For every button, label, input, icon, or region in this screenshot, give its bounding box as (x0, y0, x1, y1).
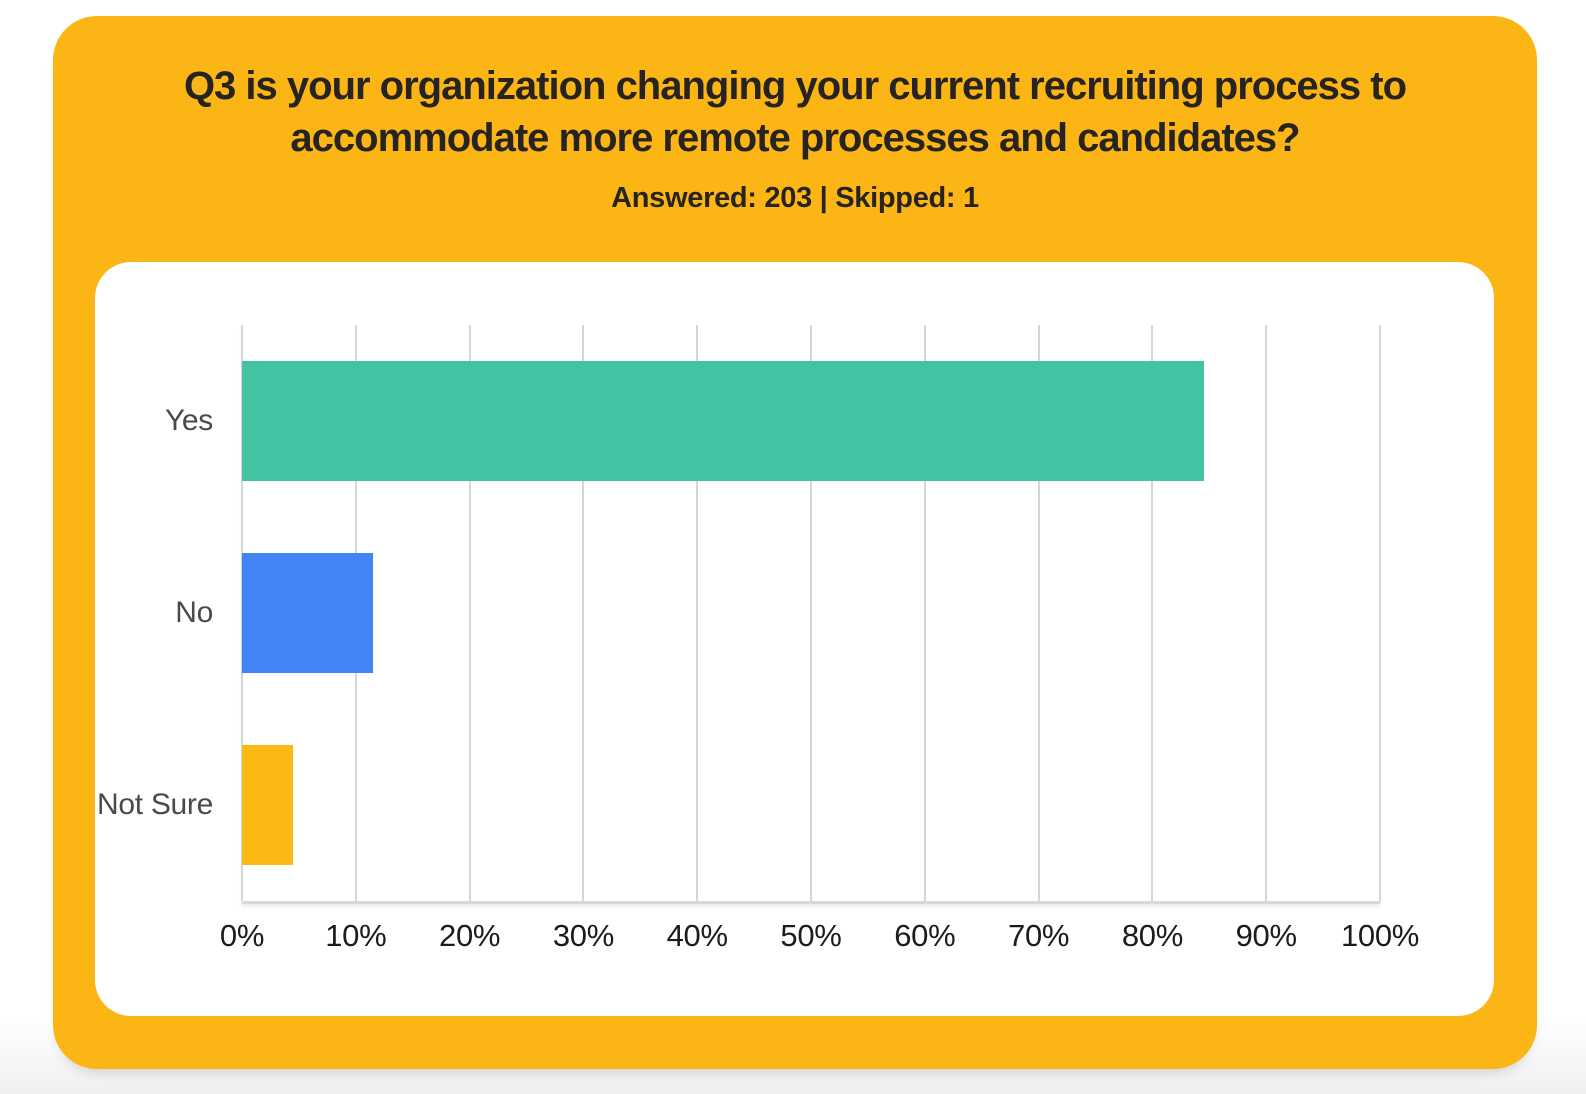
grid-line-40 (696, 325, 699, 901)
x-axis-tick-labels: 0% 10% 20% 30% 40% 50% 60% 70% 80% 90% 100% (220, 918, 1419, 960)
bar-row-no: No (175, 517, 1380, 709)
bar-not-sure (242, 745, 294, 865)
x-tick-label-70-: 70% (1008, 918, 1070, 953)
plot-area: Yes No Not Sure (97, 325, 1381, 904)
grid-line-20 (468, 325, 471, 901)
grid-line-70 (1037, 325, 1040, 901)
answered-skipped-stats: Answered: 203 | Skipped: 1 (611, 182, 979, 214)
bar-row-not-sure: Not Sure (97, 709, 1380, 901)
bar-yes (242, 361, 1204, 481)
x-tick-label-50-: 50% (780, 918, 842, 953)
x-tick-label-10-: 10% (325, 918, 387, 953)
category-label-yes: Yes (164, 404, 213, 437)
x-tick-label-100-: 100% (1340, 918, 1420, 953)
category-label-not-sure: Not Sure (97, 788, 213, 821)
question-title: Q3 is your organization changing your cu… (53, 60, 1537, 164)
bar-chart: Yes No Not Sure 0% 10% 20% 30% 40% 50% 60% 70% 80%… (97, 325, 1419, 960)
grid-line-30 (582, 325, 585, 901)
grid-line-80 (1151, 325, 1154, 901)
question-title-line-1: Q3 is your organization changing your cu… (183, 64, 1407, 108)
grid-line-90 (1265, 325, 1268, 901)
bar-row-yes: Yes (165, 325, 1380, 517)
x-tick-label-60-: 60% (894, 918, 956, 953)
category-label-no: No (175, 596, 213, 629)
grid-line-50 (810, 325, 812, 901)
question-title-line-2: accommodate more remote processes and ca… (290, 116, 1300, 160)
grid-line-100 (1379, 325, 1381, 901)
x-tick-label-90-: 90% (1235, 918, 1297, 953)
survey-question-card: Q3 is your organization changing your cu… (53, 16, 1537, 1069)
x-tick-label-30-: 30% (552, 918, 614, 953)
x-tick-label-40-: 40% (666, 918, 728, 953)
bar-no (242, 553, 373, 673)
grid-line-60 (923, 325, 926, 901)
x-tick-label-80-: 80% (1121, 918, 1183, 953)
chart-card: Yes No Not Sure 0% 10% 20% 30% 40% 50% 60% 70% 80%… (95, 262, 1494, 1016)
x-tick-label-0-: 0% (219, 918, 265, 953)
x-tick-label-20-: 20% (439, 918, 501, 953)
